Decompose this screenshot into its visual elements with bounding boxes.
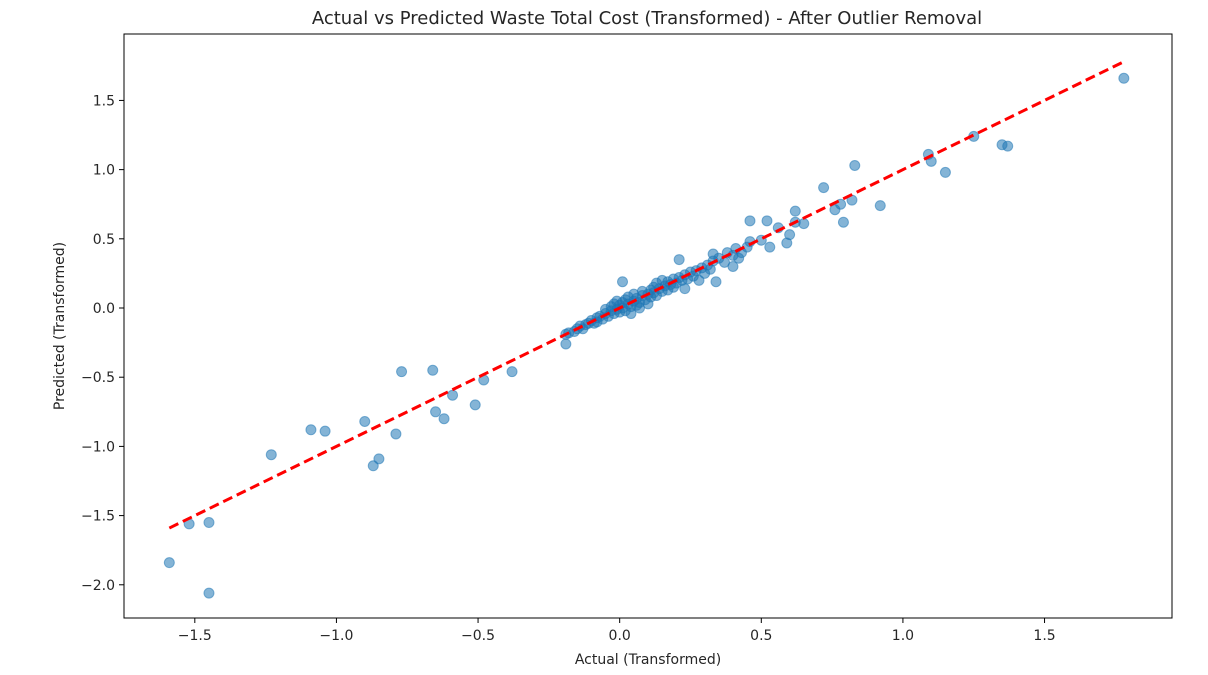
x-axis: −1.5 −1.0 −0.5 0.0 0.5 1.0 1.5 [178,618,1056,644]
reference-line-layer [168,60,1125,530]
x-tick-label-6: 1.5 [1033,628,1055,644]
y-tick-label-0: −2.0 [81,578,115,594]
x-axis-label: Actual (Transformed) [575,652,721,668]
data-point-108 [744,215,756,227]
data-point-85 [679,283,691,295]
data-point-15 [447,389,459,401]
chart-title: Actual vs Predicted Waste Total Cost (Tr… [312,8,982,29]
x-tick-label-2: −0.5 [461,628,495,644]
y-tick-label-4: 0.0 [93,301,115,317]
data-point-115 [789,205,801,217]
data-point-47 [617,276,629,288]
data-point-118 [818,182,830,194]
scatter-points [163,72,1130,599]
x-tick-label-3: 0.0 [609,628,631,644]
data-point-2 [203,517,215,529]
data-point-117 [798,218,810,230]
x-tick-label-1: −1.0 [319,628,353,644]
y-tick-label-1: −1.5 [81,509,115,525]
x-tick-label-4: 0.5 [750,628,772,644]
data-point-10 [390,428,402,440]
data-point-7 [359,415,371,427]
y-tick-label-2: −1.0 [81,439,115,455]
data-point-102 [727,260,739,272]
y-axis-label: Predicted (Transformed) [52,242,68,410]
y-tick-label-3: −0.5 [81,370,115,386]
data-point-13 [430,406,442,418]
data-point-18 [506,366,518,378]
data-point-131 [1118,72,1130,84]
data-point-6 [319,425,331,437]
data-point-16 [469,399,481,411]
y-tick-label-6: 1.0 [93,163,115,179]
data-point-12 [427,364,439,376]
y-tick-label-5: 0.5 [93,232,115,248]
data-point-114 [784,229,796,241]
data-point-123 [849,159,861,171]
data-point-4 [265,449,277,461]
data-point-110 [761,215,773,227]
data-point-121 [837,216,849,228]
data-point-97 [710,276,722,288]
data-point-5 [305,424,317,436]
y-tick-label-7: 1.5 [93,93,115,109]
x-tick-label-0: −1.5 [178,628,212,644]
x-tick-label-5: 1.0 [892,628,914,644]
data-point-82 [673,254,685,266]
plot-frame [123,33,1173,619]
data-point-127 [939,166,951,178]
data-point-11 [396,366,408,378]
data-point-0 [163,557,175,569]
data-point-130 [1002,140,1014,152]
data-point-14 [438,413,450,425]
data-point-111 [764,241,776,253]
data-point-53 [625,308,637,320]
data-point-3 [203,587,215,599]
data-point-9 [373,453,385,465]
reference-line [168,60,1125,530]
y-axis: −2.0 −1.5 −1.0 −0.5 0.0 0.5 1.0 1.5 [81,93,124,594]
data-point-19 [560,338,572,350]
data-point-124 [874,200,886,212]
